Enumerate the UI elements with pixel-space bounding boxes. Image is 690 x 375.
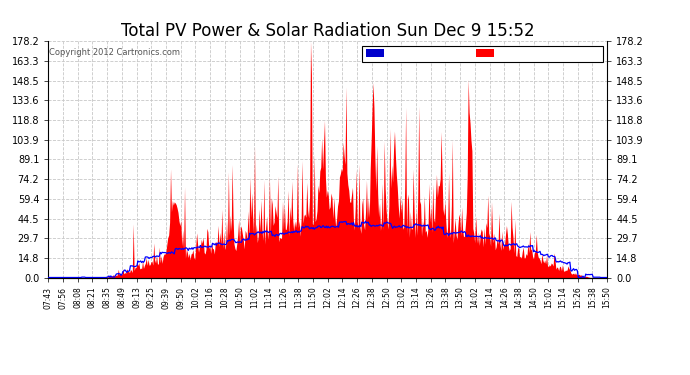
Legend: Radiation  (W/m2), PV Panels  (DC Watts): Radiation (W/m2), PV Panels (DC Watts) <box>362 46 602 62</box>
Title: Total PV Power & Solar Radiation Sun Dec 9 15:52: Total PV Power & Solar Radiation Sun Dec… <box>121 22 535 40</box>
Text: Copyright 2012 Cartronics.com: Copyright 2012 Cartronics.com <box>49 48 180 57</box>
